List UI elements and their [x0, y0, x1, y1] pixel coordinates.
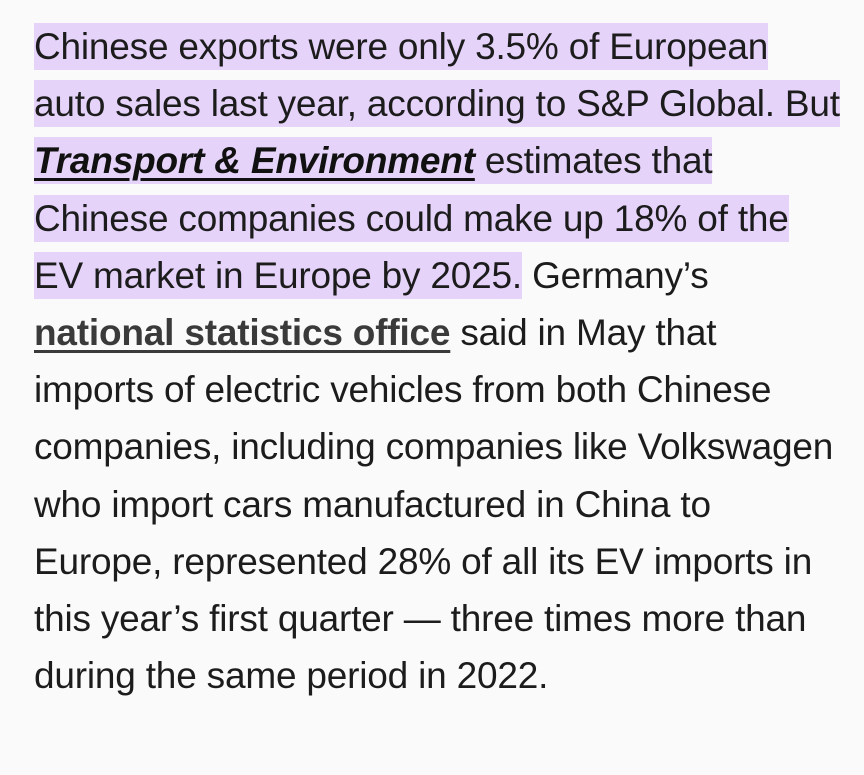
paragraph-rest: said in May that imports of electric veh… — [34, 312, 834, 697]
highlight-text-start: Chinese exports were only 3.5% of Europe… — [34, 26, 840, 125]
highlighted-passage: Chinese exports were only 3.5% of Europe… — [34, 23, 840, 299]
highlight-text-end: estimates that Chinese companies could m… — [34, 140, 789, 296]
text-after-highlight: Germany’s — [522, 254, 709, 296]
transport-environment-link[interactable]: Transport & Environment — [34, 140, 475, 182]
national-statistics-office-link[interactable]: national statistics office — [34, 312, 451, 354]
article-paragraph: Chinese exports were only 3.5% of Europe… — [34, 18, 846, 704]
